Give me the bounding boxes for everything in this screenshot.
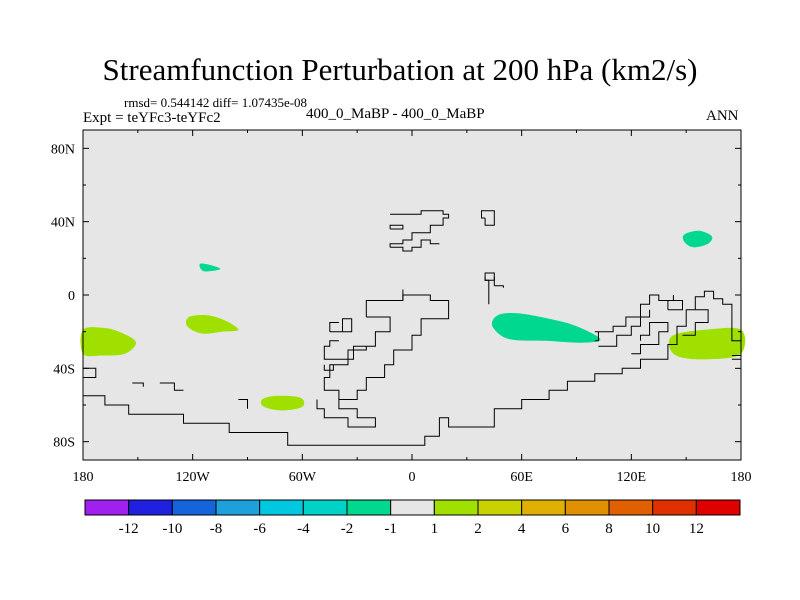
coastline-segment xyxy=(389,224,404,230)
colorbar xyxy=(84,499,741,516)
colorbar-label: 6 xyxy=(562,521,570,537)
x-tick-label: 60W xyxy=(289,470,317,485)
y-tick-labels: 80N 40N 0 40S 80S xyxy=(51,142,75,450)
coastline-segment xyxy=(694,290,733,310)
colorbar-label: -12 xyxy=(119,521,139,537)
y-tick-label: 80N xyxy=(51,142,75,157)
colorbar-swatch xyxy=(390,499,435,516)
coastline-segment xyxy=(682,309,709,336)
anomaly-neg-northwest-pacific xyxy=(682,230,713,248)
coastline-segment xyxy=(731,309,741,342)
colorbar-swatch xyxy=(433,499,479,516)
coastline-segment xyxy=(83,309,696,446)
colorbar-label: -2 xyxy=(341,521,354,537)
tick-layer xyxy=(82,130,742,460)
colorbar-label: 12 xyxy=(689,521,704,537)
coastline-segment xyxy=(481,210,495,226)
coastline-segment xyxy=(484,272,495,305)
coastline-segment xyxy=(83,367,97,378)
x-tick-label: 180 xyxy=(73,470,94,485)
coastline-segment xyxy=(323,364,334,371)
colorbar-label: -8 xyxy=(210,521,223,537)
colorbar-swatch xyxy=(346,499,392,516)
x-tick-label: 120W xyxy=(176,470,211,485)
colorbar-swatch xyxy=(84,499,130,516)
anomaly-pos-south-pacific-east xyxy=(185,314,239,334)
coastline-segment xyxy=(323,340,367,360)
colorbar-swatch xyxy=(259,499,304,516)
coastline-segment xyxy=(329,318,353,333)
colorbar-swatch xyxy=(128,499,173,516)
colorbar-swatch xyxy=(564,499,610,516)
chart-title: Streamfunction Perturbation at 200 hPa (… xyxy=(102,52,698,87)
colorbar-swatch xyxy=(608,499,654,516)
y-tick-label: 0 xyxy=(68,289,75,304)
coastline-segment xyxy=(594,331,599,342)
experiment-label: Expt = teYFc3-teYFc2 xyxy=(83,110,221,126)
colorbar-label: -10 xyxy=(162,521,182,537)
anomaly-pos-south-atlantic xyxy=(260,395,305,411)
coastline-segment xyxy=(366,316,391,347)
coastline-segment xyxy=(329,322,339,332)
x-tick-label: 120E xyxy=(617,470,647,485)
coastline-segment xyxy=(484,276,495,281)
y-tick-label: 40S xyxy=(53,362,75,377)
colorbar-swatch xyxy=(477,499,523,516)
x-tick-labels: 180 120W 60W 0 60E 120E 180 xyxy=(73,470,752,485)
season-label: ANN xyxy=(706,108,739,124)
coastline-segment xyxy=(631,322,669,355)
colorbar-label: -4 xyxy=(297,521,310,537)
colorbar-label: 1 xyxy=(431,521,439,537)
anomaly-layer xyxy=(80,230,746,411)
coastline-segment xyxy=(389,210,450,248)
colorbar-swatch xyxy=(652,499,697,516)
coastline-segment xyxy=(132,382,144,387)
y-tick-label: 40N xyxy=(51,216,75,231)
colorbar-label: -6 xyxy=(253,521,266,537)
coastline-segment xyxy=(598,309,651,347)
coastline-segment xyxy=(598,294,674,333)
anomaly-neg-indian-ocean xyxy=(491,313,601,343)
rmsd-diff-stats: rmsd= 0.544142 diff= 1.07435e-08 xyxy=(124,95,308,110)
colorbar-label: 8 xyxy=(605,521,613,537)
colorbar-labels: -12 -10 -8 -6 -4 -2 -1 1 2 4 6 8 10 12 xyxy=(119,521,704,537)
case-label: 400_0_MaBP - 400_0_MaBP xyxy=(306,106,485,122)
coastline-segment xyxy=(238,399,248,409)
coastline-segment xyxy=(390,239,440,252)
x-tick-label: 60E xyxy=(510,470,533,485)
coastline-segment xyxy=(323,294,450,400)
colorbar-label: -1 xyxy=(384,521,397,537)
colorbar-label: 4 xyxy=(518,521,526,537)
coastline-segment xyxy=(667,300,683,311)
y-tick-label: 80S xyxy=(53,436,75,451)
coastline-segment xyxy=(159,382,184,391)
anomaly-pos-south-pacific-west xyxy=(80,327,137,357)
x-tick-label: 180 xyxy=(731,470,752,485)
colorbar-swatch xyxy=(302,499,348,516)
colorbar-swatch xyxy=(521,499,566,516)
anomaly-neg-central-pacific xyxy=(199,263,221,272)
colorbar-label: 10 xyxy=(645,521,660,537)
colorbar-swatch xyxy=(171,499,217,516)
x-tick-label: 0 xyxy=(409,470,416,485)
coastline-segment xyxy=(316,399,376,428)
colorbar-swatch xyxy=(695,499,741,516)
colorbar-swatch xyxy=(215,499,261,516)
colorbar-label: 2 xyxy=(474,521,482,537)
coastline-segment xyxy=(494,285,504,288)
